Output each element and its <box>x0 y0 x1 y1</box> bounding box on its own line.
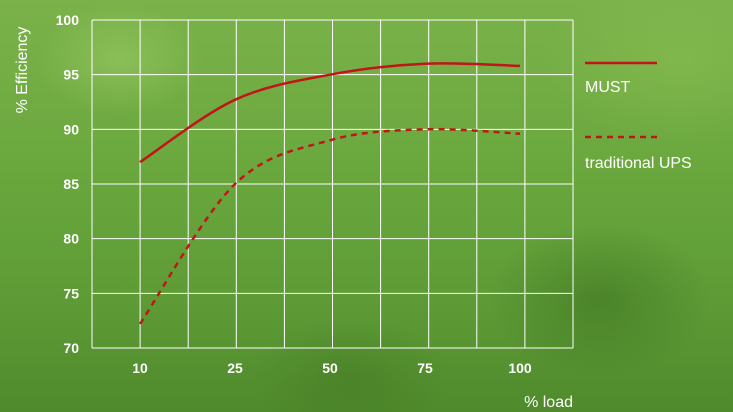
y-tick-label: 95 <box>63 67 79 83</box>
x-tick-label: 10 <box>132 360 148 376</box>
y-tick-label: 75 <box>63 285 79 301</box>
legend-label: MUST <box>585 79 631 96</box>
y-tick-label: 70 <box>63 340 79 356</box>
x-axis-ticks: 10 25 50 75 100 <box>132 360 532 376</box>
x-tick-label: 100 <box>508 360 532 376</box>
series-line-traditional-ups <box>138 127 521 325</box>
chart-grid <box>91 19 574 349</box>
y-tick-label: 90 <box>63 121 79 137</box>
chart-legend: MUST traditional UPS <box>585 61 692 172</box>
x-axis-label: % load <box>524 394 573 411</box>
y-axis-label: % Efficiency <box>14 27 31 114</box>
y-axis-ticks: 70 75 80 85 90 95 100 <box>56 12 80 356</box>
legend-label: traditional UPS <box>585 155 692 172</box>
series-line-must <box>139 62 521 164</box>
chart-series <box>138 62 521 325</box>
y-tick-label: 100 <box>56 12 80 28</box>
y-tick-label: 85 <box>63 176 79 192</box>
x-tick-label: 50 <box>322 360 338 376</box>
x-tick-label: 75 <box>417 360 433 376</box>
y-tick-label: 80 <box>63 231 79 247</box>
x-tick-label: 25 <box>227 360 243 376</box>
